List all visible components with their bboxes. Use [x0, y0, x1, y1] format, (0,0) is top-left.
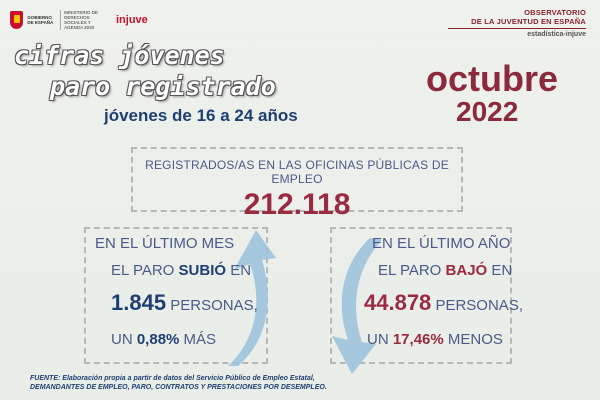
registered-label: REGISTRADOS/AS EN LAS OFICINAS PÚBLICAS …: [145, 158, 449, 186]
injuve-text: injuve: [116, 14, 148, 26]
observatorio-line2: DE LA JUVENTUD EN ESPAÑA: [471, 17, 586, 26]
last-year-line3: 44.878 PERSONAS,: [364, 290, 523, 316]
last-month-pct: 0,88%: [136, 331, 180, 348]
source-line1: FUENTE: Elaboración propia a partir de d…: [30, 375, 315, 382]
last-year-line1: EN EL ÚLTIMO AÑO: [372, 235, 511, 252]
last-month-line1: EN EL ÚLTIMO MES: [95, 235, 235, 252]
title-line1: cifras jóvenes: [14, 41, 225, 70]
last-month-pct-prefix: UN: [111, 331, 137, 348]
last-month-line2-prefix: EL PARO: [111, 262, 179, 279]
last-year-line4: UN 17,46% MENOS: [367, 331, 503, 348]
last-month-verb: SUBIÓ: [178, 262, 227, 279]
title-line2: paro registrado: [50, 72, 276, 101]
last-year-line2-suffix: EN: [487, 262, 513, 279]
ministerio-text: MINISTERIO DE DERECHOS SOCIALES Y AGENDA…: [60, 10, 110, 30]
last-year-amount: 44.878: [364, 290, 432, 315]
arrow-down-icon: [332, 238, 382, 374]
observatorio-line1: OBSERVATORIO: [524, 8, 586, 17]
registered-box: REGISTRADOS/AS EN LAS OFICINAS PÚBLICAS …: [131, 147, 463, 221]
last-year-pct-prefix: UN: [367, 331, 393, 348]
observatorio-divider: [448, 28, 586, 29]
observatorio-logo: OBSERVATORIO DE LA JUVENTUD EN ESPAÑA es…: [448, 8, 586, 38]
year-label: 2022: [456, 96, 519, 127]
last-month-line2: EL PARO SUBIÓ EN: [111, 262, 251, 279]
injuve-logo: injuve: [116, 14, 148, 26]
last-year-verb: BAJÓ: [445, 262, 488, 279]
age-subtitle: jóvenes de 16 a 24 años: [104, 106, 298, 125]
last-month-amount-suffix: PERSONAS,: [166, 297, 258, 314]
coat-of-arms-icon: [10, 11, 24, 29]
gobierno-logo: GOBIERNO DE ESPAÑA MINISTERIO DE DERECHO…: [10, 9, 110, 31]
source-note: FUENTE: Elaboración propia a partir de d…: [30, 374, 327, 392]
arrow-up-icon: [228, 230, 276, 366]
registered-value: 212.118: [243, 188, 351, 221]
last-month-line3: 1.845 PERSONAS,: [111, 290, 258, 316]
last-month-pct-suffix: MÁS: [179, 331, 217, 348]
last-year-amount-suffix: PERSONAS,: [431, 297, 523, 314]
last-year-pct: 17,46%: [392, 331, 444, 348]
last-year-pct-suffix: MENOS: [443, 331, 503, 348]
last-year-line2: EL PARO BAJÓ EN: [378, 262, 512, 279]
month-label: octubre: [426, 58, 559, 99]
last-year-line2-prefix: EL PARO: [378, 262, 446, 279]
last-month-line4: UN 0,88% MÁS: [111, 331, 216, 348]
last-month-line2-suffix: EN: [226, 262, 252, 279]
source-line2: DEMANDANTES DE EMPLEO, PARO, CONTRATOS Y…: [30, 384, 327, 391]
gobierno-text: GOBIERNO DE ESPAÑA: [27, 15, 54, 25]
last-month-amount: 1.845: [111, 290, 167, 315]
last-year-box: [330, 227, 512, 364]
observatorio-line3: estadística-injuve: [527, 31, 586, 38]
